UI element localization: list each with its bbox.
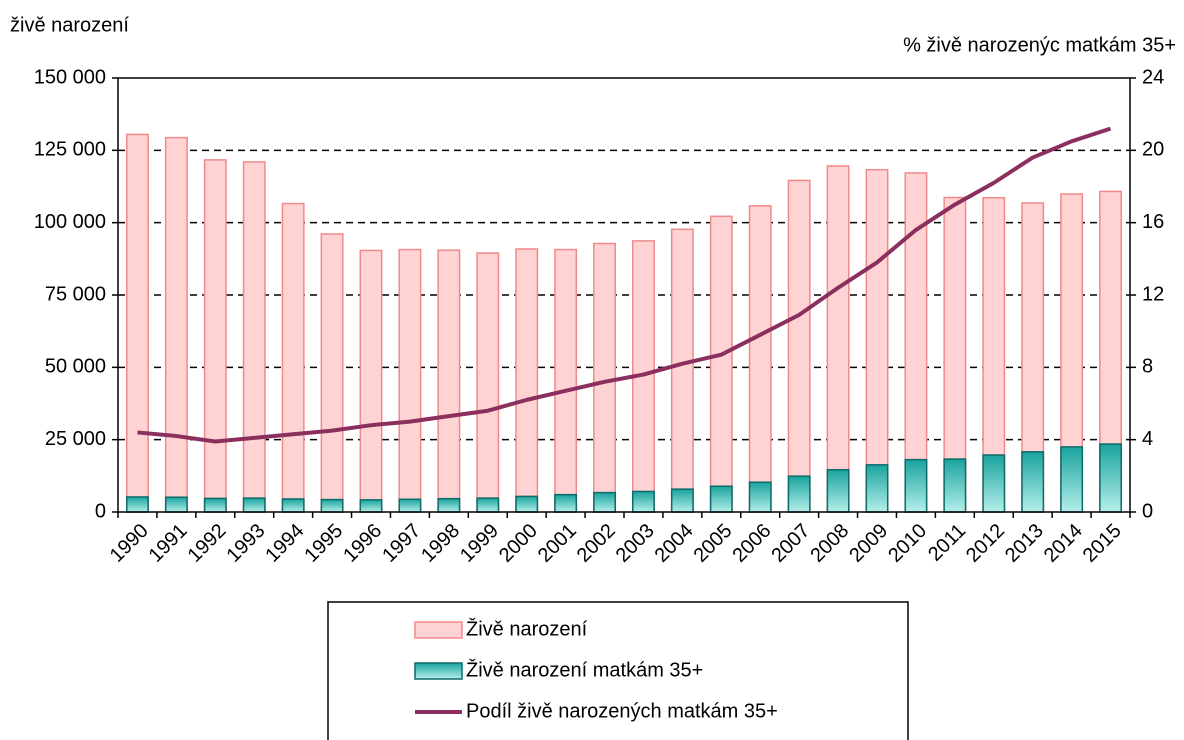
legend-label: Podíl živě narozených matkám 35+: [466, 700, 778, 722]
bar: [242, 497, 266, 513]
bar: [1021, 451, 1045, 513]
bar: [515, 248, 539, 513]
bar: [437, 497, 461, 513]
bar: [865, 464, 889, 513]
bar: [281, 498, 305, 513]
bar: [281, 202, 305, 513]
bar: [164, 496, 188, 513]
bar: [126, 133, 149, 513]
x-tick-label: 2007: [767, 520, 814, 567]
x-tick-label: 2011: [924, 520, 970, 566]
x-tick-label: 1997: [378, 520, 425, 567]
y-tick-label: 75 000: [45, 283, 106, 305]
x-tick-label: 2005: [690, 520, 737, 567]
bar: [126, 496, 149, 513]
bar: [242, 161, 266, 513]
legend-swatch: [414, 621, 463, 639]
bar: [632, 490, 655, 513]
legend-swatch: [414, 662, 463, 680]
bar: [515, 495, 539, 513]
bar: [943, 458, 967, 513]
y-tick-label: 50 000: [45, 356, 106, 378]
x-tick-label: 2010: [884, 520, 931, 567]
bar: [554, 493, 578, 513]
x-tick-label: 2009: [845, 520, 892, 567]
x-tick-label: 1991: [145, 520, 192, 567]
y-axis-title: živě narození: [10, 14, 129, 36]
bar: [398, 248, 422, 513]
x-tick-label: 1998: [417, 520, 464, 567]
x-tick-label: 1992: [184, 520, 231, 567]
x-tick-label: 1994: [261, 520, 308, 567]
x-tick-label: 2013: [1001, 520, 1048, 567]
y2-tick-label: 16: [1142, 211, 1164, 233]
bar: [670, 228, 694, 513]
bar: [670, 488, 694, 513]
legend-label: Živě narození: [466, 617, 588, 640]
bar: [1099, 443, 1122, 513]
plot-frame: [117, 77, 1131, 513]
bar: [709, 485, 733, 513]
bar: [748, 481, 772, 513]
bar: [476, 252, 500, 513]
y2-tick-label: 24: [1142, 66, 1164, 88]
bar: [437, 249, 461, 513]
y2-tick-label: 12: [1142, 283, 1164, 305]
bar: [593, 491, 616, 513]
x-tick-label: 2008: [806, 520, 853, 567]
y-tick-label: 25 000: [45, 428, 106, 450]
y-tick-label: 0: [95, 500, 106, 522]
x-tick-label: 1993: [222, 520, 269, 567]
bar: [787, 179, 811, 513]
x-tick-label: 2006: [728, 520, 775, 567]
bar: [320, 233, 344, 513]
line: [137, 126, 1112, 444]
y2-tick-label: 0: [1142, 500, 1153, 522]
y2-tick-label: 20: [1142, 139, 1164, 161]
bar: [398, 498, 422, 513]
x-tick-label: 2003: [612, 520, 659, 567]
x-tick-label: 1999: [456, 520, 503, 567]
x-tick-label: 2015: [1079, 520, 1126, 567]
bar: [1060, 446, 1084, 513]
x-tick-label: 2002: [573, 520, 620, 567]
y2-tick-label: 8: [1142, 356, 1153, 378]
bar: [164, 136, 188, 513]
bar: [748, 205, 772, 513]
x-tick-label: 2004: [651, 520, 698, 567]
bar: [554, 248, 578, 513]
y2-axis-title: % živě narozenýc matkám 35+: [903, 34, 1176, 56]
bar: [982, 454, 1006, 513]
y-tick-label: 125 000: [34, 139, 106, 161]
x-tick-label: 1996: [339, 520, 386, 567]
x-tick-label: 2012: [962, 520, 1009, 567]
legend-label: Živě narození matkám 35+: [466, 658, 703, 681]
bar: [787, 475, 811, 513]
bar: [359, 499, 383, 513]
bar: [320, 498, 344, 513]
y-tick-label: 150 000: [34, 66, 106, 88]
y2-tick-label: 4: [1142, 428, 1153, 450]
bar: [476, 497, 500, 513]
x-tick-label: 1990: [106, 520, 153, 567]
bar: [904, 458, 928, 513]
bar: [709, 215, 733, 513]
bar: [359, 249, 383, 513]
bar: [865, 168, 889, 513]
bar: [826, 165, 850, 513]
bar: [826, 469, 850, 513]
bar: [203, 159, 227, 513]
x-tick-label: 1995: [300, 520, 347, 567]
bar: [203, 497, 227, 513]
x-tick-label: 2001: [534, 520, 581, 567]
bar: [593, 242, 616, 513]
x-tick-label: 2014: [1040, 520, 1087, 567]
y-tick-label: 100 000: [34, 211, 106, 233]
x-tick-label: 2000: [495, 520, 542, 567]
